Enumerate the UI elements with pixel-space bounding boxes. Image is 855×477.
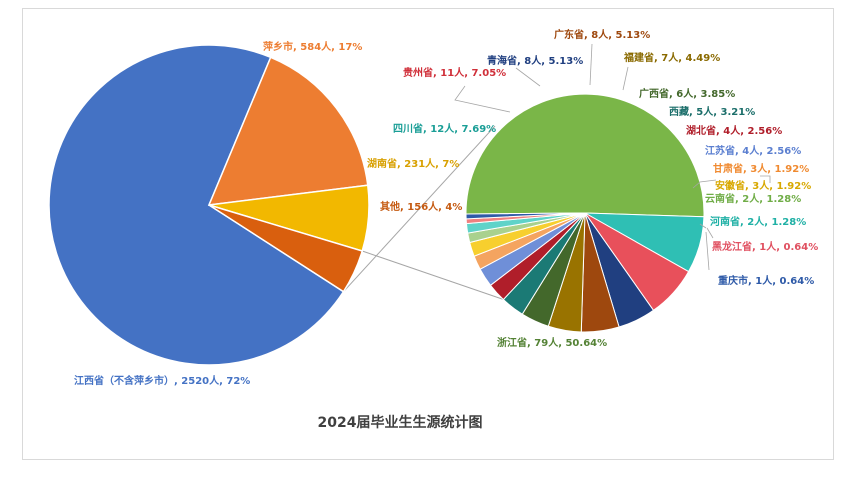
- secondary-pie: [465, 93, 705, 333]
- secondary-label-5: 福建省, 7人, 4.49%: [623, 51, 720, 64]
- leader-lines: [454, 43, 771, 271]
- main-slice-1[interactable]: [207, 56, 369, 206]
- secondary-label-0: 浙江省, 79人, 50.64%: [497, 336, 607, 349]
- leader-anhui-right: [760, 175, 771, 183]
- leader-guizhou: [454, 85, 511, 113]
- leader-henan: [699, 223, 707, 229]
- leader-qinghai: [515, 67, 541, 87]
- secondary-label-14: 黑龙江省, 1人, 0.64%: [712, 240, 818, 253]
- leader-guangdong: [589, 43, 593, 86]
- secondary-label-4: 广东省, 8人, 5.13%: [554, 28, 650, 41]
- main-pie: [48, 44, 370, 366]
- main-label-0: 江西省（不含萍乡市）, 2520人, 72%: [74, 374, 250, 387]
- secondary-label-7: 西藏, 5人, 3.21%: [669, 105, 755, 118]
- leader-anhui: [692, 179, 717, 189]
- chart-title: 2024届毕业生生源统计图: [318, 414, 483, 431]
- main-label-2: 湖南省, 231人, 7%: [367, 157, 459, 170]
- secondary-label-3: 青海省, 8人, 5.13%: [487, 54, 583, 67]
- secondary-label-6: 广西省, 6人, 3.85%: [639, 87, 735, 100]
- secondary-label-1: 四川省, 12人, 7.69%: [393, 122, 496, 135]
- main-label-1: 萍乡市, 584人, 17%: [263, 40, 362, 53]
- leader-fujian: [622, 66, 629, 91]
- connector-lines: [343, 125, 506, 301]
- secondary-label-12: 云南省, 2人, 1.28%: [705, 192, 801, 205]
- secondary-label-8: 湖北省, 4人, 2.56%: [686, 124, 782, 137]
- secondary-label-9: 江苏省, 4人, 2.56%: [705, 144, 801, 157]
- secondary-label-11: 安徽省, 3人, 1.92%: [715, 179, 811, 192]
- main-slice-0[interactable]: [48, 44, 345, 366]
- leader-chongqing: [705, 231, 710, 271]
- secondary-label-13: 河南省, 2人, 1.28%: [710, 215, 806, 228]
- connector-line-upper: [343, 125, 496, 293]
- secondary-label-2: 贵州省, 11人, 7.05%: [403, 66, 506, 79]
- main-label-3: 其他, 156人, 4%: [380, 200, 462, 213]
- secondary-slice-15[interactable]: [465, 212, 586, 220]
- secondary-label-10: 甘肃省, 3人, 1.92%: [713, 162, 809, 175]
- main-slice-3[interactable]: [208, 204, 364, 293]
- secondary-label-15: 重庆市, 1人, 0.64%: [718, 274, 814, 287]
- secondary-slice-0[interactable]: [465, 93, 705, 218]
- connector-line-lower: [362, 250, 506, 301]
- leader-heilongjiang: [706, 227, 714, 239]
- data-labels: 江西省（不含萍乡市）, 2520人, 72% 萍乡市, 584人, 17% 湖南省,…: [74, 28, 818, 387]
